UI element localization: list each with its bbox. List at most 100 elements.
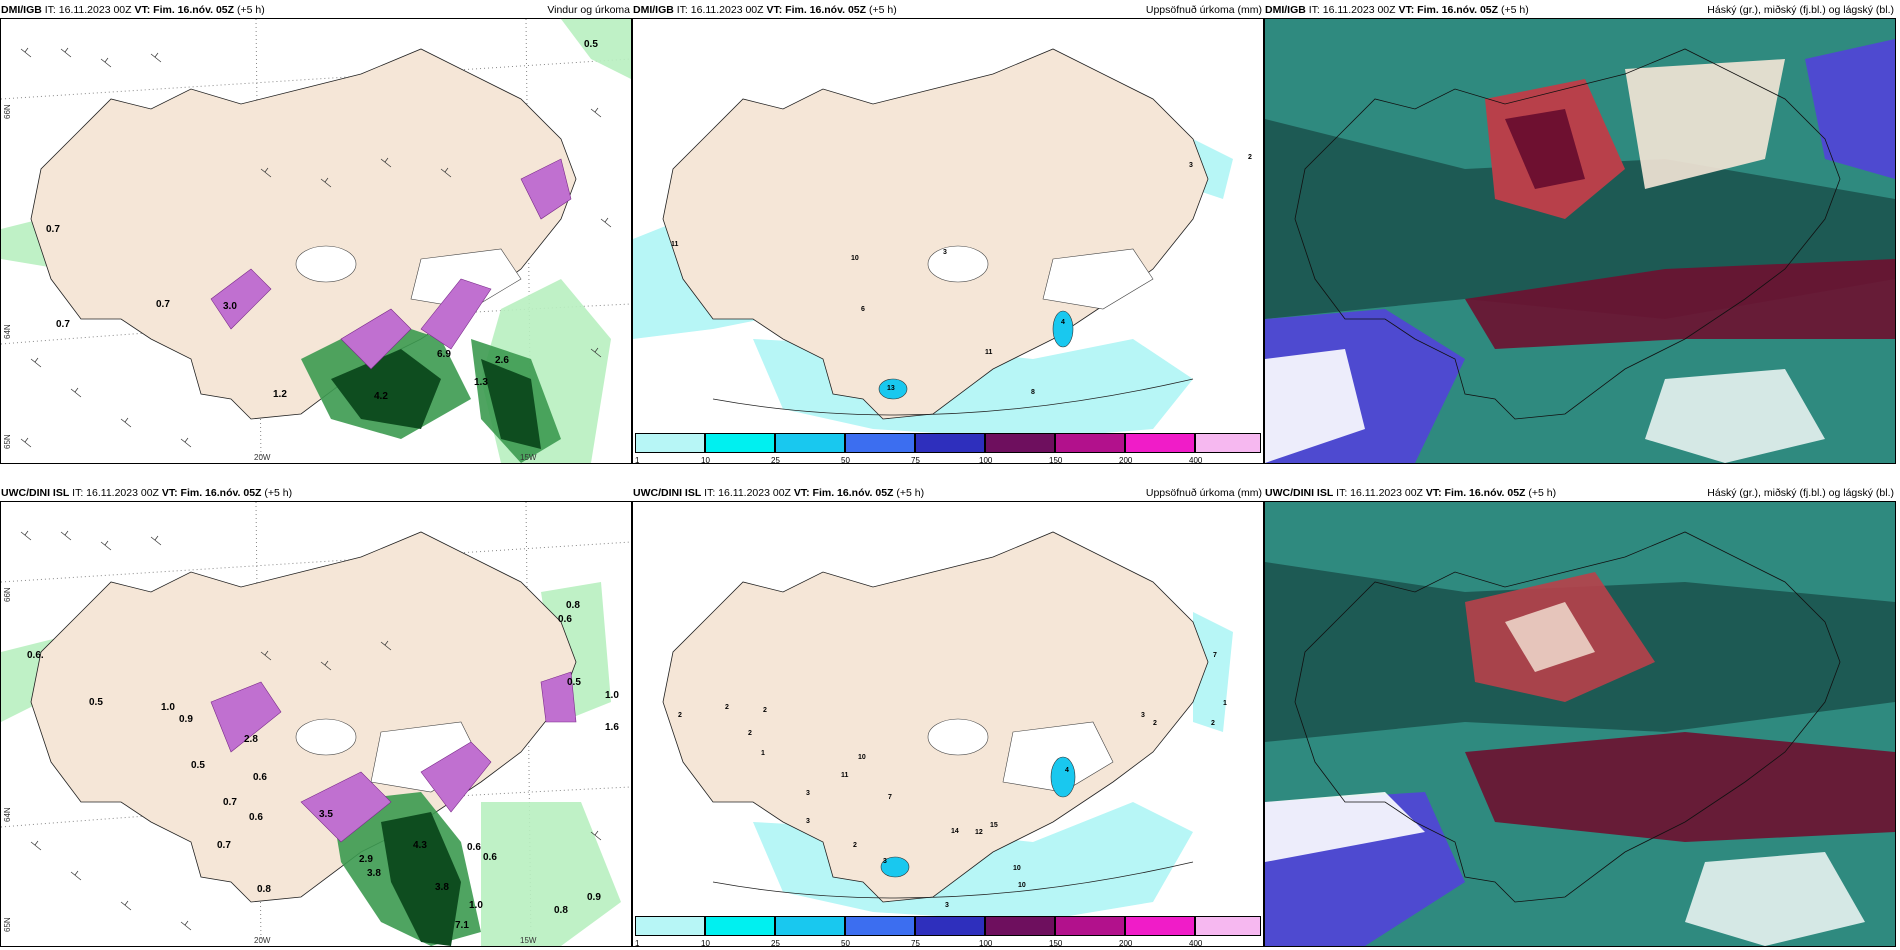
map-canvas: [633, 19, 1263, 463]
accum-value: 3: [1141, 712, 1145, 719]
panel-uwc-cloud: UWC/DINI ISL IT: 16.11.2023 00Z VT: Fim.…: [1264, 483, 1896, 949]
accum-value: 10: [1018, 882, 1026, 889]
wind-value: 0.8: [257, 884, 271, 895]
colorbar-label: 50: [841, 456, 850, 464]
init-time: IT: 16.11.2023 00Z: [1308, 4, 1396, 16]
accum-value: 4: [1061, 319, 1065, 326]
accum-value: 10: [1013, 865, 1021, 872]
accum-value: 7: [888, 794, 892, 801]
lat-label: 65N: [3, 434, 12, 449]
accum-value: 3: [806, 818, 810, 825]
accum-value: 1: [1223, 700, 1227, 707]
colorbar-segment: [985, 916, 1055, 936]
init-time: IT: 16.11.2023 00Z: [72, 487, 159, 499]
panel-uwc-wind: UWC/DINI ISL IT: 16.11.2023 00Z VT: Fim.…: [0, 483, 632, 949]
wind-value: 0.7: [217, 840, 231, 851]
model-name: DMI/IGB: [1, 4, 42, 16]
lon-label: 20W: [254, 936, 271, 945]
colorbar-segment: [1055, 433, 1125, 453]
lead-time: (+5 h): [1501, 4, 1529, 16]
colorbar-segment: [915, 916, 985, 936]
wind-value: 1.6: [605, 722, 619, 733]
map-canvas: [1265, 19, 1895, 463]
colorbar-label: 400: [1189, 456, 1203, 464]
accum-value: 11: [671, 241, 679, 248]
panel-header: UWC/DINI ISL IT: 16.11.2023 00Z VT: Fim.…: [1264, 483, 1896, 503]
colorbar-label: 25: [771, 456, 780, 464]
accum-value: 3: [806, 790, 810, 797]
wind-value: 0.6.: [27, 650, 44, 661]
accum-value: 1: [761, 750, 765, 757]
accum-value: 14: [951, 828, 959, 835]
accum-value: 3: [945, 902, 949, 909]
panel-header: UWC/DINI ISL IT: 16.11.2023 00Z VT: Fim.…: [0, 483, 632, 503]
wind-value: 1.2: [273, 389, 287, 400]
panel-dmi-accum: DMI/IGB IT: 16.11.2023 00Z VT: Fim. 16.n…: [632, 0, 1264, 466]
wind-value: 1.0: [161, 702, 175, 713]
panel-uwc-accum: UWC/DINI ISL IT: 16.11.2023 00Z VT: Fim.…: [632, 483, 1264, 949]
accum-value: 2: [1211, 720, 1215, 727]
lon-label: 20W: [254, 453, 271, 462]
panel-title: Háský (gr.), miðský (fj.bl.) og lágský (…: [1707, 487, 1894, 499]
colorbar-segment: [1125, 916, 1195, 936]
colorbar-label: 75: [911, 456, 920, 464]
accum-value: 8: [1031, 389, 1035, 396]
accum-precip-map: 2 2 2 2 1 11 10 7 3 3 2 3 3 14 12 15 10 …: [632, 501, 1264, 947]
wind-value: 1.0: [605, 690, 619, 701]
wind-value: 0.5: [567, 677, 581, 688]
colorbar-segment: [1195, 916, 1261, 936]
cloud-cover-map: [1264, 18, 1896, 464]
wind-value: 0.6: [558, 614, 572, 625]
wind-value: 3.5: [319, 809, 333, 820]
wind-value: 4.2: [374, 391, 388, 402]
panel-title: Vindur og úrkoma: [547, 4, 630, 16]
accum-value: 3: [1189, 162, 1193, 169]
wind-value: 3.0: [223, 301, 237, 312]
wind-value: 0.7: [46, 224, 60, 235]
colorbar-label: 100: [979, 939, 993, 947]
colorbar-label: 150: [1049, 939, 1063, 947]
accum-value: 7: [1213, 652, 1217, 659]
map-canvas: [1, 502, 631, 946]
iceland-landmass: [1294, 531, 1841, 903]
wind-value: 0.6: [249, 812, 263, 823]
colorbar-segment: [845, 433, 915, 453]
valid-time: VT: Fim. 16.nóv. 05Z: [161, 487, 262, 499]
colorbar-segment: [775, 433, 845, 453]
colorbar-label: 200: [1119, 456, 1133, 464]
panel-title: Uppsöfnuð úrkoma (mm): [1145, 4, 1262, 16]
accum-value: 2: [725, 704, 729, 711]
colorbar-label: 10: [701, 456, 710, 464]
wind-value: 4.3: [413, 840, 427, 851]
wind-value: 1.0: [469, 900, 483, 911]
lat-label: 64N: [3, 324, 12, 339]
map-canvas: [1265, 502, 1895, 946]
colorbar-segment: [915, 433, 985, 453]
colorbar-label: 75: [911, 939, 920, 947]
iceland-landmass: [662, 531, 1209, 903]
wind-value: 2.8: [244, 734, 258, 745]
colorbar-segment: [705, 916, 775, 936]
wind-value: 6.9: [437, 349, 451, 360]
wind-value: 0.6: [483, 852, 497, 863]
accum-value: 11: [985, 349, 993, 356]
accum-precip-map: 3 2 11 10 3 6 11 8 13 4 1 10 25 50 75 10…: [632, 18, 1264, 464]
accum-value: 2: [678, 712, 682, 719]
accum-value: 6: [861, 306, 865, 313]
init-time: IT: 16.11.2023 00Z: [44, 4, 132, 16]
colorbar-label: 25: [771, 939, 780, 947]
model-name: DMI/IGB: [1265, 4, 1306, 16]
colorbar-segment: [635, 433, 705, 453]
accum-value: 2: [1248, 154, 1252, 161]
panel-title: Uppsöfnuð úrkoma (mm): [1145, 487, 1262, 499]
lat-label: 64N: [3, 807, 12, 822]
model-name: UWC/DINI ISL: [633, 487, 702, 499]
panel-dmi-wind: DMI/IGB IT: 16.11.2023 00Z VT: Fim. 16.n…: [0, 0, 632, 466]
wind-value: 0.5: [89, 697, 103, 708]
accum-value: 11: [841, 772, 849, 779]
lon-label: 15W: [520, 453, 537, 462]
accum-value: 2: [748, 730, 752, 737]
panel-title: Háský (gr.), miðský (fj.bl.) og lágský (…: [1707, 4, 1894, 16]
panel-header: DMI/IGB IT: 16.11.2023 00Z VT: Fim. 16.n…: [0, 0, 632, 20]
iceland-landmass: [30, 531, 577, 903]
